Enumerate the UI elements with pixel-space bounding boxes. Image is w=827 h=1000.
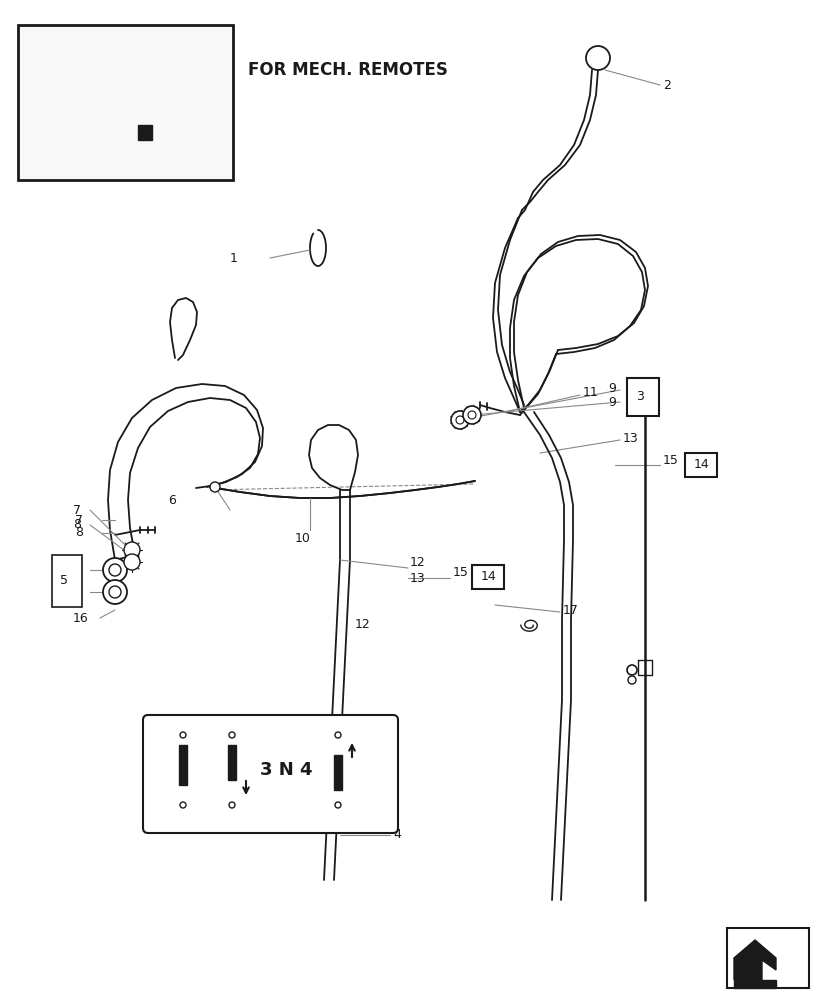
Circle shape [109,586,121,598]
Circle shape [627,676,635,684]
Circle shape [179,732,186,738]
Circle shape [179,802,186,808]
Circle shape [229,732,235,738]
Bar [471,565,504,589]
Text: 9: 9 [607,381,615,394]
Text: 13: 13 [622,432,638,444]
Circle shape [109,564,121,576]
Text: 5: 5 [60,574,68,587]
Text: 15: 15 [662,454,678,466]
Text: 3: 3 [635,390,643,403]
Circle shape [103,580,127,604]
Circle shape [451,411,468,429]
Circle shape [229,802,235,808]
Text: 14: 14 [693,458,709,472]
Polygon shape [138,125,152,140]
Text: 14: 14 [480,570,496,584]
Bar [52,555,82,607]
Polygon shape [227,745,236,780]
Text: 4: 4 [393,828,400,841]
Text: 6: 6 [168,493,175,506]
Text: 1: 1 [230,251,237,264]
FancyBboxPatch shape [143,715,398,833]
Polygon shape [333,755,342,790]
Text: 7: 7 [73,504,81,516]
Text: 15: 15 [452,566,468,580]
Text: 8: 8 [75,526,83,540]
Text: 16: 16 [73,611,88,624]
Circle shape [335,732,341,738]
Polygon shape [733,980,775,988]
Circle shape [210,482,220,492]
Text: FOR MECH. REMOTES: FOR MECH. REMOTES [248,61,447,79]
Circle shape [456,416,463,424]
Circle shape [103,558,127,582]
Text: 9: 9 [73,564,81,576]
Text: 2: 2 [662,79,670,92]
Circle shape [335,802,341,808]
Circle shape [586,46,609,70]
Text: 12: 12 [355,618,370,632]
Circle shape [462,406,480,424]
Circle shape [467,411,476,419]
Bar [18,25,232,180]
Text: 12: 12 [409,556,425,570]
Text: 9: 9 [73,585,81,598]
Circle shape [124,554,140,570]
Bar [626,378,658,416]
Text: 11: 11 [582,386,598,399]
Text: 13: 13 [409,572,425,584]
Text: 17: 17 [562,603,578,616]
Polygon shape [179,745,187,785]
Text: 3 N 4: 3 N 4 [260,761,312,779]
Text: 9: 9 [607,396,615,410]
Circle shape [124,542,140,558]
Circle shape [626,665,636,675]
Polygon shape [733,940,775,980]
Bar [726,928,808,988]
Text: 10: 10 [294,532,310,544]
Bar [684,453,716,477]
Text: 8: 8 [73,518,81,532]
Text: 7: 7 [75,514,83,526]
